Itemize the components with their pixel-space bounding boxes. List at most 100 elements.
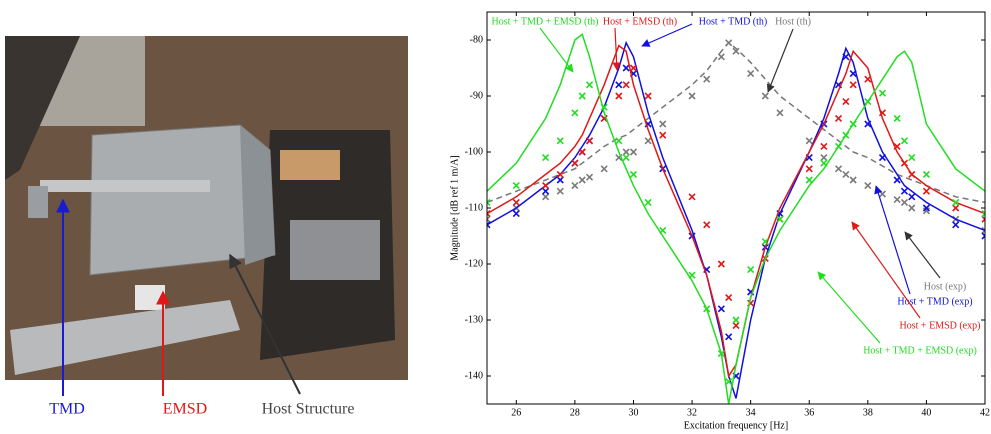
- data-point: [622, 81, 630, 89]
- annotation: Host + TMD (th): [699, 16, 768, 27]
- data-point: [732, 322, 740, 330]
- data-point: [732, 47, 740, 55]
- annotation: Host + TMD + EMSD (exp): [863, 345, 977, 356]
- data-point: [578, 92, 586, 100]
- data-point: [842, 98, 850, 106]
- data-point: [688, 193, 696, 201]
- data-point: [600, 165, 608, 173]
- data-point: [585, 173, 594, 181]
- data-point: [878, 109, 887, 117]
- y-tick-label: -100: [465, 146, 483, 157]
- data-point: [747, 266, 755, 274]
- data-point: [842, 170, 850, 178]
- data-point: [842, 131, 850, 139]
- data-point: [717, 305, 725, 313]
- y-tick-label: -120: [465, 258, 483, 269]
- data-point: [732, 316, 740, 324]
- data-point: [805, 176, 813, 184]
- host-side: [240, 125, 275, 265]
- data-point: [864, 98, 872, 106]
- photo-label: Host Structure: [262, 401, 355, 418]
- data-point: [981, 226, 985, 234]
- data-point: [893, 114, 901, 122]
- data-point: [622, 154, 630, 162]
- data-point: [622, 64, 630, 72]
- data-point: [834, 114, 843, 122]
- data-point: [659, 120, 667, 128]
- data-point: [703, 221, 711, 229]
- annotation-arrow: [766, 28, 794, 93]
- data-point: [487, 198, 491, 206]
- data-point: [615, 92, 623, 100]
- data-point: [820, 142, 828, 150]
- tmd-mass: [28, 186, 48, 218]
- data-point: [571, 109, 579, 117]
- data-point: [952, 204, 960, 212]
- plot-frame: [486, 11, 986, 405]
- data-point: [542, 193, 550, 201]
- data-point: [952, 198, 960, 206]
- data-point: [487, 215, 491, 223]
- data-point: [900, 187, 909, 195]
- data-point: [725, 294, 733, 302]
- x-tick-label: 40: [921, 407, 931, 418]
- rail: [10, 300, 240, 375]
- x-tick-label: 34: [746, 407, 756, 418]
- data-point: [849, 81, 857, 89]
- series-line: [487, 33, 985, 404]
- data-point: [556, 176, 564, 184]
- x-tick-label: 38: [863, 407, 873, 418]
- data-point: [542, 154, 550, 162]
- data-point: [717, 260, 725, 268]
- data-point: [849, 120, 857, 128]
- emsd: [135, 285, 165, 310]
- data-point: [820, 159, 828, 167]
- series-line: [487, 41, 985, 204]
- clamp: [290, 220, 380, 280]
- annotation-arrow: [874, 185, 911, 295]
- data-point: [864, 182, 872, 190]
- data-point: [556, 137, 564, 145]
- data-point: [878, 154, 887, 162]
- data-point: [512, 210, 520, 218]
- x-tick-label: 32: [687, 407, 697, 418]
- beam: [5, 36, 80, 180]
- annotation-arrow: [904, 231, 941, 279]
- data-point: [900, 198, 909, 206]
- data-point: [805, 137, 813, 145]
- data-point: [908, 193, 916, 201]
- y-tick-label: -90: [470, 90, 483, 101]
- data-point: [908, 154, 916, 162]
- data-point: [908, 204, 916, 212]
- data-point: [571, 159, 579, 167]
- data-point: [747, 70, 755, 78]
- x-axis-label: Excitation frequency [Hz]: [684, 420, 788, 431]
- data-point: [556, 187, 564, 195]
- annotation-arrow: [539, 27, 574, 73]
- annotation-arrow: [641, 23, 693, 47]
- data-point: [725, 39, 733, 47]
- data-point: [922, 207, 930, 215]
- wood: [280, 150, 340, 180]
- data-point: [542, 187, 550, 195]
- data-point: [600, 103, 608, 111]
- data-point: [659, 131, 667, 139]
- data-point: [585, 81, 594, 89]
- data-point: [776, 215, 784, 223]
- data-point: [725, 378, 733, 386]
- data-point: [834, 165, 843, 173]
- data-point: [615, 137, 623, 145]
- y-tick-label: -140: [465, 370, 483, 381]
- annotation: Host + EMSD (th): [603, 16, 677, 27]
- data-point: [629, 170, 638, 178]
- data-point: [805, 165, 813, 173]
- x-tick-label: 28: [570, 407, 580, 418]
- data-point: [820, 154, 828, 162]
- data-point: [717, 350, 725, 358]
- data-point: [659, 226, 667, 234]
- data-point: [878, 190, 887, 198]
- data-point: [629, 64, 638, 72]
- data-point: [893, 176, 901, 184]
- data-point: [864, 75, 872, 83]
